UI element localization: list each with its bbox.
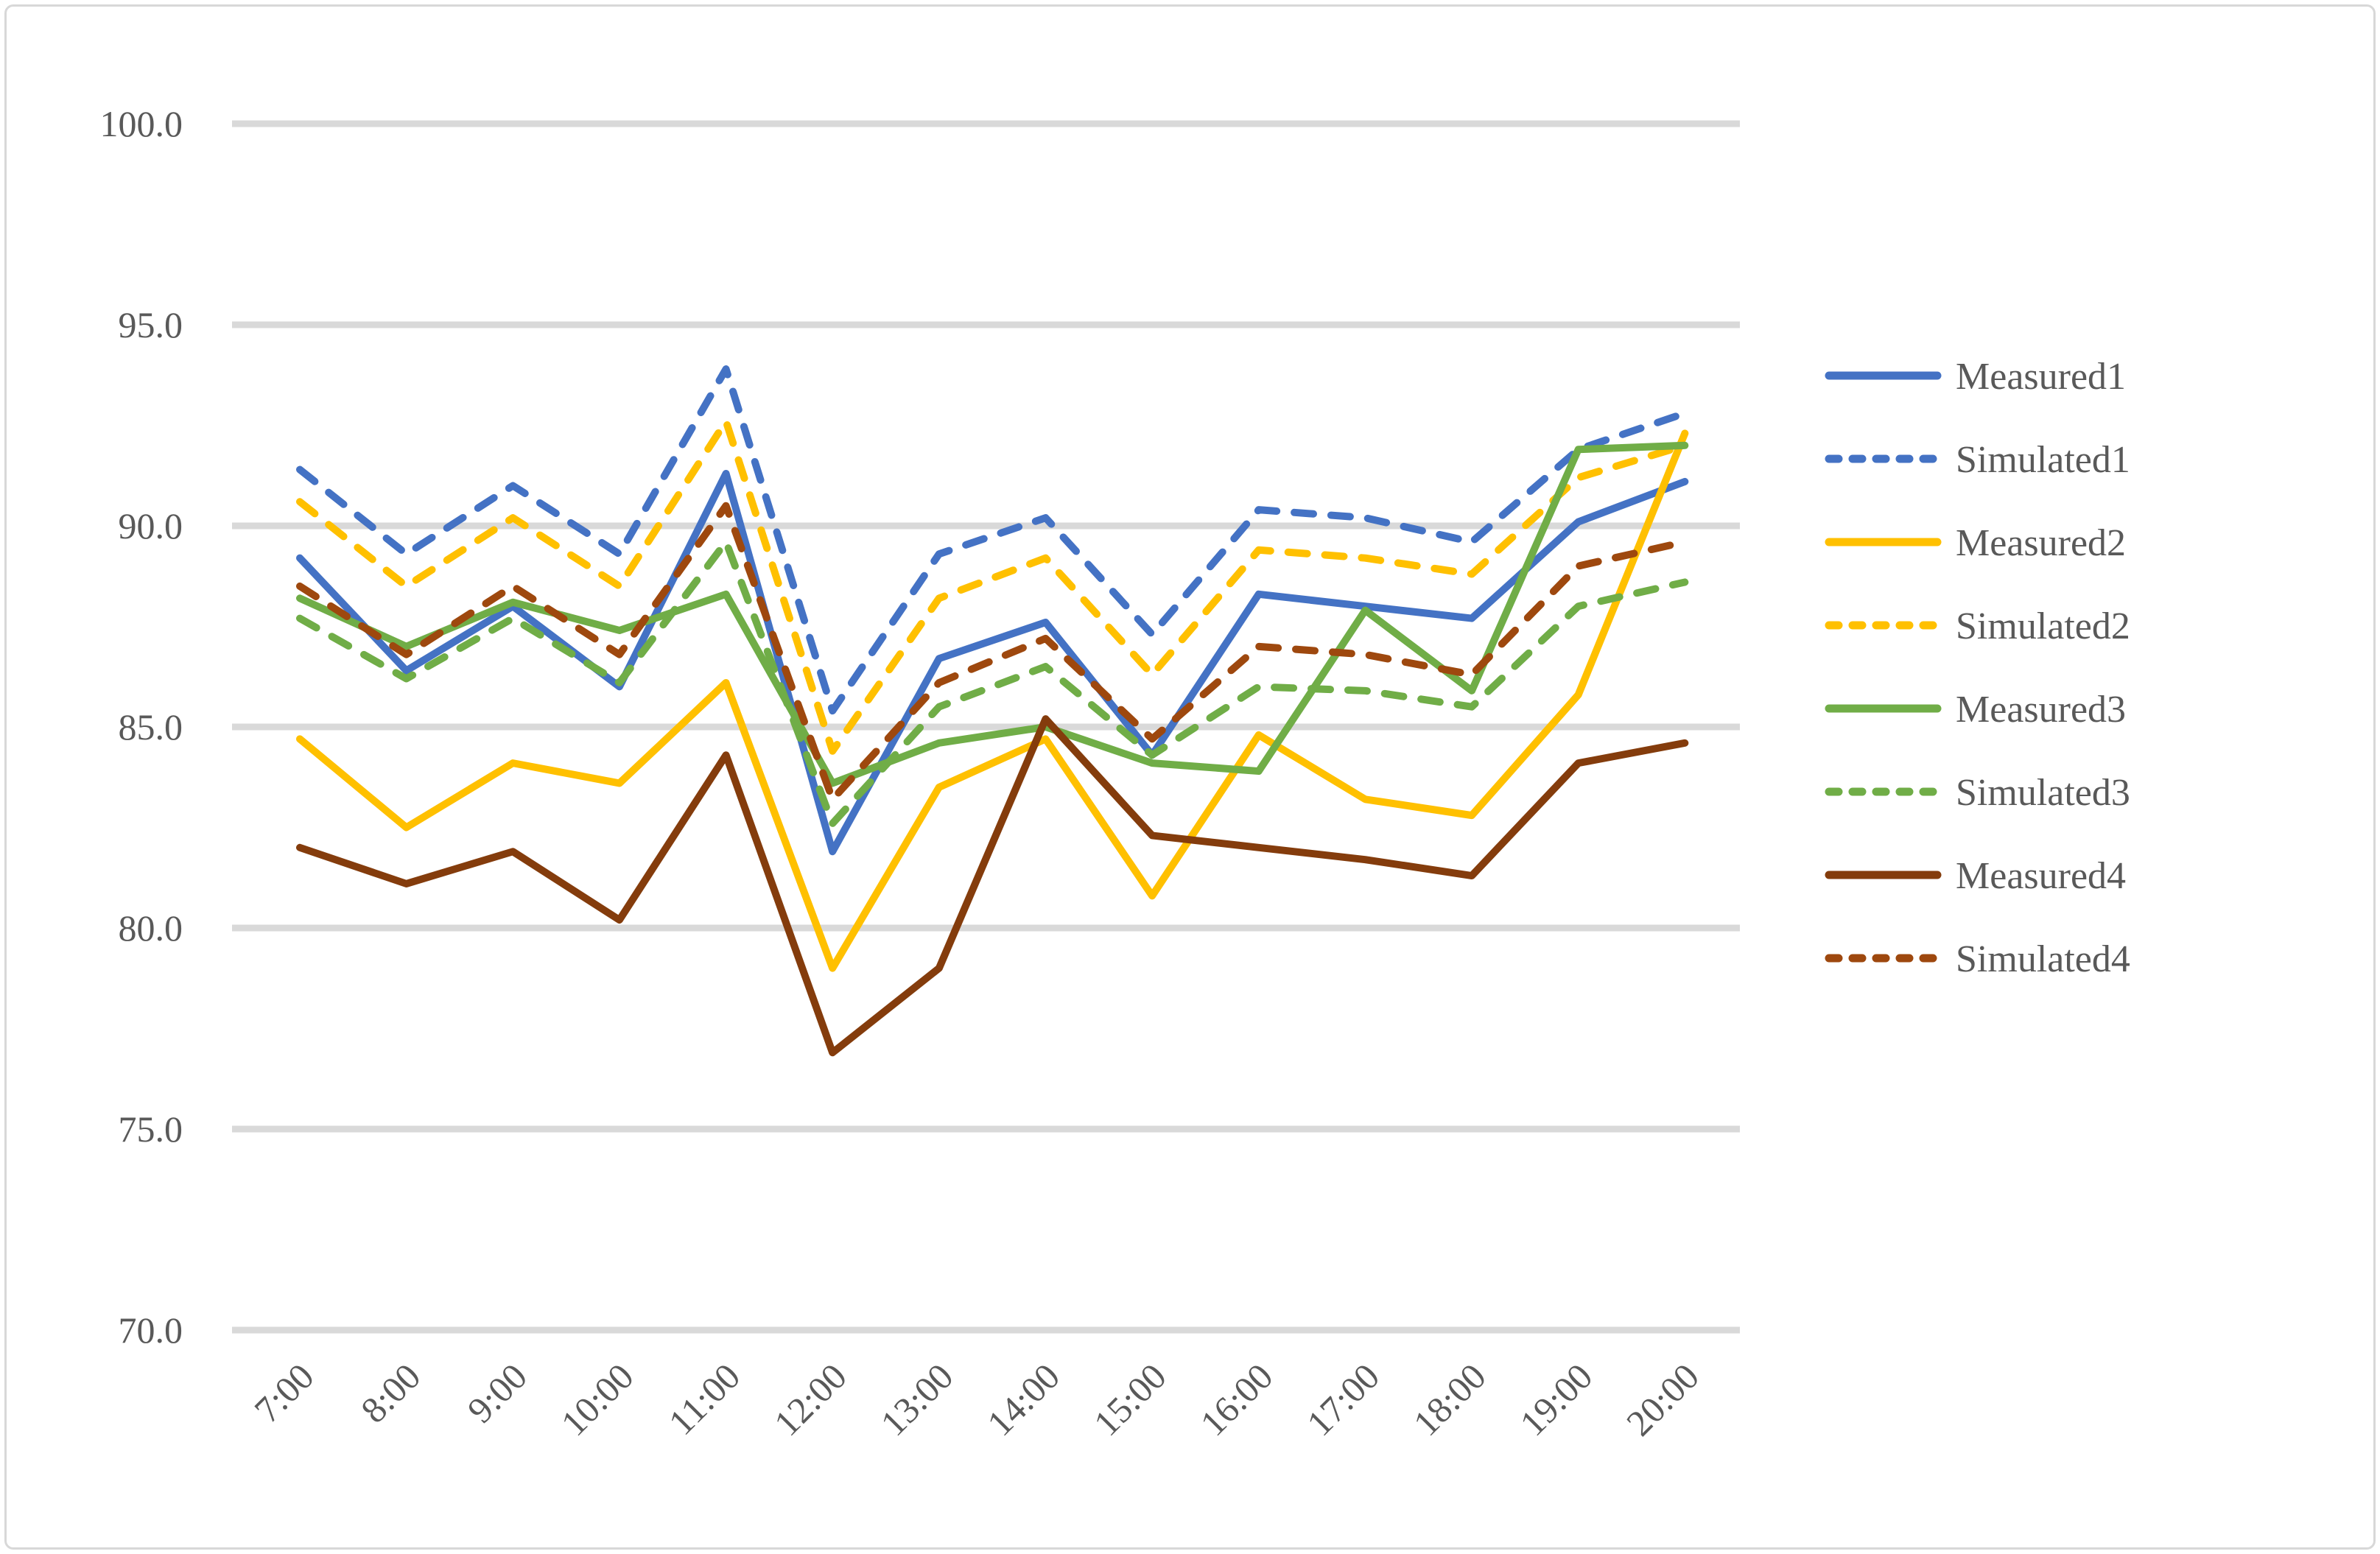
- legend-label-simulated4: Simulated4: [1956, 938, 2130, 980]
- x-axis-tick-label: 8:00: [353, 1355, 428, 1430]
- series-line-simulated4: [296, 502, 1689, 804]
- x-axis-tick-label: 14:00: [979, 1355, 1067, 1444]
- x-axis-tick-label: 13:00: [872, 1355, 961, 1444]
- legend-label-measured2: Measured2: [1956, 522, 2126, 564]
- series-line-measured2: [296, 429, 1689, 972]
- legend-label-measured3: Measured3: [1956, 689, 2126, 731]
- x-axis-tick-label: 17:00: [1299, 1355, 1387, 1444]
- x-axis-tick-label: 7:00: [246, 1355, 321, 1430]
- y-axis-tick-label: 85.0: [119, 706, 183, 748]
- x-axis-tick-label: 20:00: [1618, 1355, 1707, 1444]
- series-line-simulated1: [296, 365, 1689, 715]
- legend-label-measured4: Measured4: [1956, 855, 2126, 897]
- series-line-measured3: [296, 441, 1689, 787]
- legend-label-simulated1: Simulated1: [1956, 439, 2130, 481]
- x-axis-tick-label: 16:00: [1192, 1355, 1280, 1444]
- x-axis-tick-label: 11:00: [661, 1355, 748, 1443]
- x-axis-tick-label: 15:00: [1086, 1355, 1174, 1444]
- y-axis-tick-label: 70.0: [119, 1309, 183, 1351]
- x-axis-tick-label: 10:00: [553, 1355, 642, 1444]
- y-axis-tick-label: 80.0: [119, 907, 183, 949]
- x-axis-tick-label: 12:00: [766, 1355, 854, 1444]
- legend-label-simulated2: Simulated2: [1956, 605, 2130, 647]
- y-axis-tick-label: 95.0: [119, 304, 183, 345]
- series-line-measured1: [296, 470, 1689, 856]
- series-line-simulated2: [296, 418, 1689, 755]
- series-line-measured4: [296, 715, 1689, 1057]
- legend-label-simulated3: Simulated3: [1956, 772, 2130, 814]
- series-line-simulated3: [296, 538, 1689, 828]
- x-axis-tick-label: 18:00: [1405, 1355, 1494, 1444]
- x-axis-tick-label: 19:00: [1512, 1355, 1600, 1444]
- legend-label-measured1: Measured1: [1956, 356, 2126, 398]
- x-axis-tick-label: 9:00: [460, 1355, 535, 1430]
- y-axis-tick-label: 90.0: [119, 505, 183, 546]
- figure-border: [4, 4, 2376, 1550]
- y-axis-tick-label: 75.0: [119, 1108, 183, 1150]
- y-axis-tick-label: 100.0: [100, 103, 183, 144]
